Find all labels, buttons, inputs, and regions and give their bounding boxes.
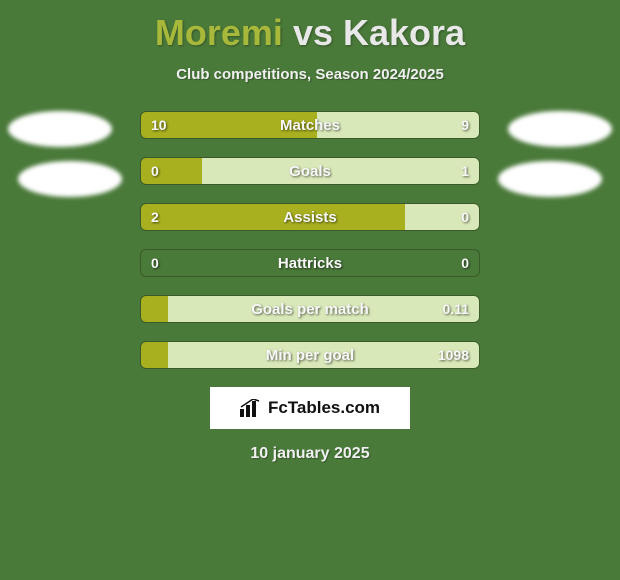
stat-label: Goals — [141, 158, 479, 184]
watermark: FcTables.com — [210, 387, 410, 429]
player2-photo-placeholder — [508, 111, 612, 147]
stat-bars: 109Matches 01Goals 20Assists 00Hattricks 0.1… — [140, 111, 480, 369]
comparison-title: Moremi vs Kakora — [0, 0, 620, 54]
stat-row: 0.11Goals per match — [140, 295, 480, 323]
chart-icon — [240, 399, 262, 417]
stats-container: 109Matches 01Goals 20Assists 00Hattricks 0.1… — [0, 111, 620, 463]
player2-club-placeholder — [498, 161, 602, 197]
watermark-text: FcTables.com — [268, 398, 380, 418]
stat-label: Hattricks — [141, 250, 479, 276]
player1-club-placeholder — [18, 161, 122, 197]
stat-row: 109Matches — [140, 111, 480, 139]
player1-photo-placeholder — [8, 111, 112, 147]
stat-row: 1098Min per goal — [140, 341, 480, 369]
stat-row: 00Hattricks — [140, 249, 480, 277]
vs-text: vs — [293, 12, 333, 53]
stat-label: Matches — [141, 112, 479, 138]
stat-row: 01Goals — [140, 157, 480, 185]
stat-label: Goals per match — [141, 296, 479, 322]
stat-label: Min per goal — [141, 342, 479, 368]
stat-row: 20Assists — [140, 203, 480, 231]
date-text: 10 january 2025 — [0, 445, 620, 463]
player2-name: Kakora — [343, 12, 465, 53]
subtitle: Club competitions, Season 2024/2025 — [0, 66, 620, 83]
stat-label: Assists — [141, 204, 479, 230]
player1-name: Moremi — [155, 12, 283, 53]
